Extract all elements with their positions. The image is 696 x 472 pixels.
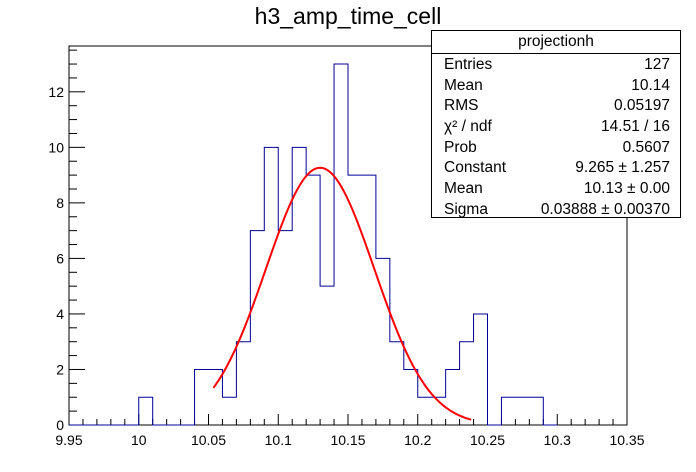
stats-key: Entries	[444, 56, 493, 73]
stats-key: Mean	[444, 180, 483, 198]
stats-value: 9.265 ± 1.257	[575, 159, 670, 177]
stats-row-sigma: Sigma 0.03888 ± 0.00370	[432, 200, 680, 221]
stats-box: projectionh Entries 127 Mean 10.14 RMS 0.05…	[431, 30, 681, 218]
x-tick-label: 10.25	[470, 432, 505, 448]
y-tick-label: 6	[56, 250, 64, 266]
stats-value: 0.5607	[622, 138, 670, 156]
x-tick-label: 10.05	[191, 432, 226, 448]
y-tick-label: 0	[56, 417, 64, 433]
stats-key: χ² / ndf	[444, 118, 492, 136]
stats-value: 127	[644, 56, 670, 73]
stats-box-header: projectionh	[432, 31, 680, 54]
stats-value: 14.51 / 16	[601, 118, 670, 136]
stats-row-rms: RMS 0.05197	[432, 96, 680, 117]
y-tick-label: 8	[56, 195, 64, 211]
x-tick-label: 10.2	[404, 432, 431, 448]
y-tick-label: 4	[56, 306, 64, 322]
stats-value: 10.13 ± 0.00	[583, 180, 670, 198]
stats-value: 0.03888 ± 0.00370	[540, 200, 670, 218]
x-tick-label: 9.95	[55, 432, 82, 448]
stats-row-prob: Prob 0.5607	[432, 138, 680, 159]
stats-row-entries: Entries 127	[432, 55, 680, 76]
y-tick-label: 2	[56, 361, 64, 377]
stats-row-chi2: χ² / ndf 14.51 / 16	[432, 117, 680, 138]
stats-key: Prob	[444, 138, 477, 156]
stats-key: Constant	[444, 159, 507, 177]
y-tick-label: 12	[48, 84, 64, 100]
x-tick-label: 10.1	[265, 432, 292, 448]
stats-row-fit-mean: Mean 10.13 ± 0.00	[432, 179, 680, 200]
x-tick-label: 10.15	[330, 432, 365, 448]
chart-title: h3_amp_time_cell	[254, 3, 442, 29]
stats-key: Sigma	[444, 200, 488, 218]
stats-value: 0.05197	[613, 97, 670, 115]
x-tick-label: 10	[131, 432, 147, 448]
histogram-step-line	[69, 63, 558, 426]
gaussian-fit-curve	[212, 166, 472, 421]
stats-key: Mean	[444, 76, 483, 94]
stats-row-constant: Constant 9.265 ± 1.257	[432, 158, 680, 179]
stats-value: 10.14	[631, 76, 670, 94]
y-tick-label: 10	[48, 139, 64, 155]
stats-key: RMS	[444, 97, 479, 115]
x-tick-label: 10.3	[544, 432, 571, 448]
x-tick-label: 10.35	[609, 432, 644, 448]
stats-row-mean: Mean 10.14	[432, 76, 680, 97]
